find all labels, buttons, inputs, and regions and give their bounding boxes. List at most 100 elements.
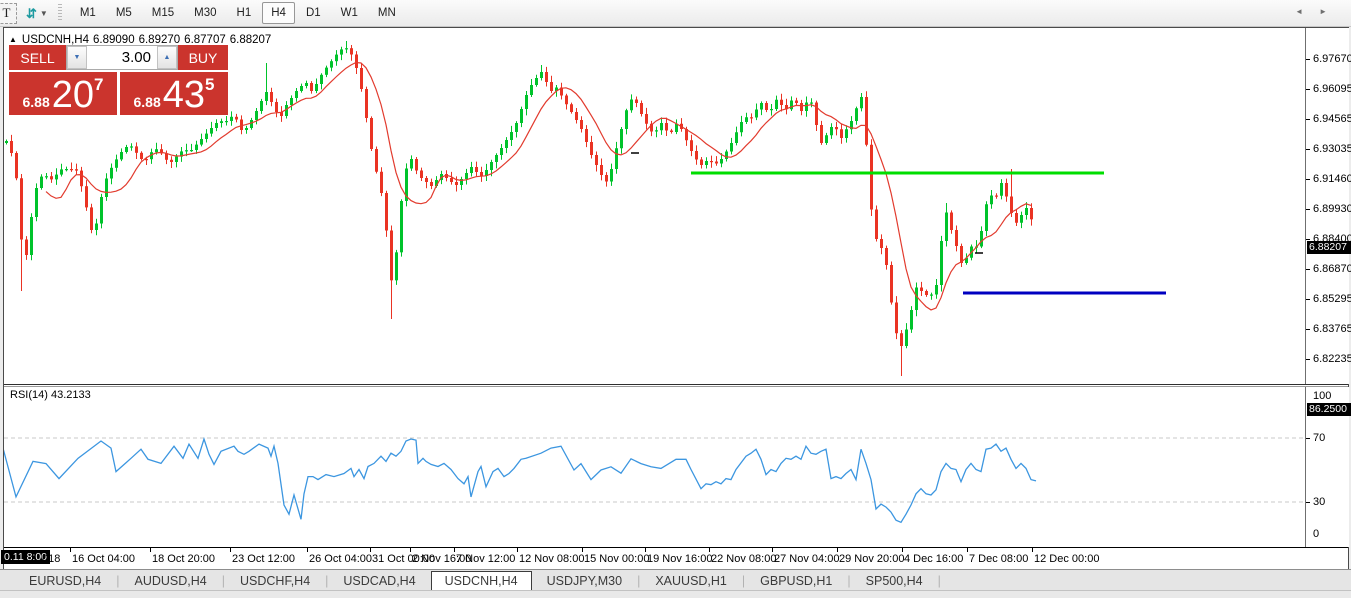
timeframe-button-h1[interactable]: H1 [236,7,252,19]
candle-body [20,178,23,240]
rsi-axis-tick [1306,437,1310,439]
candle-body [950,212,953,230]
candle-body [385,193,388,231]
moving-average-line [45,61,1032,311]
collapse-triangle-icon[interactable]: ▲ [9,35,17,44]
candle-body [910,310,913,330]
candle-body [155,149,158,153]
candle-body [60,169,63,175]
candle-body [80,170,83,187]
candle-body [380,171,383,193]
timeframe-button-d1[interactable]: D1 [305,7,321,19]
price-axis-label: 6.85295 [1313,293,1351,305]
candle-body [395,252,398,281]
volume-decrease-button[interactable]: ▼ [67,46,87,69]
tabs-scroll-right-icon[interactable]: ► [1319,7,1343,16]
candle-body [85,186,88,208]
chevron-down-icon[interactable]: ▼ [39,8,48,18]
rsi-axis[interactable]: 100 70 30 0 86.2500 [1305,387,1351,547]
sell-button[interactable]: SELL [9,45,66,72]
candle-body [215,123,218,128]
chart-tab-usdcnh[interactable]: USDCNH,H4 [430,570,532,591]
buy-quote[interactable]: 6.88 43 5 [120,72,228,115]
text-tool-button[interactable]: T [0,2,17,24]
price-axis-tick [1306,178,1310,180]
candle-body [285,105,288,116]
price-axis-tick [1306,118,1310,120]
candle-body [520,109,523,123]
price-axis-label: 6.89930 [1313,203,1351,215]
tabs-scroll-left-icon[interactable]: ◄ [1295,7,1320,16]
time-axis-tick [517,548,518,552]
timeframe-button-m15[interactable]: M15 [151,7,175,19]
candle-body [905,329,908,346]
buy-quote-sup: 5 [205,75,215,94]
main-price-chart[interactable] [4,28,1304,384]
candle-body [240,119,243,130]
time-axis-label: 18 Oct 20:00 [152,553,215,565]
rsi-axis-tick [1306,501,1310,503]
pane-bottom-border [4,547,1348,548]
time-axis[interactable]: 0.11 8:00 018 16 Oct 04:00 18 Oct 20:00 23… [1,548,1348,570]
candle-body [665,123,668,131]
candle-body [575,112,578,120]
volume-value[interactable]: 3.00 [121,49,151,66]
price-axis-tick [1306,358,1310,360]
candle-body [350,48,353,55]
sell-quote-main: 20 [51,74,95,116]
sell-quote[interactable]: 6.88 20 7 [9,72,117,115]
timeframe-button-h4[interactable]: H4 [262,2,295,24]
time-axis-label: 19 Nov 16:00 [647,553,713,565]
candle-body [205,133,208,139]
price-axis[interactable]: 6.97670 6.96095 6.94565 6.93035 6.91460 6.899… [1305,28,1351,384]
candle-body [270,92,273,102]
chart-tab-xauusd[interactable]: XAUUSD,H1 [655,573,727,588]
candle-body [490,162,493,170]
chart-tab-usdchf[interactable]: USDCHF,H4 [240,573,311,588]
candle-body [480,172,483,176]
candle-body [645,114,648,124]
buy-button[interactable]: BUY [178,45,228,72]
candle-body [730,143,733,152]
candle-body [650,123,653,132]
timeframe-button-m30[interactable]: M30 [194,7,217,19]
candle-body [335,54,338,62]
candle-body [125,147,128,152]
chart-tab-usdjpy[interactable]: USDJPY,M30 [546,573,623,588]
volume-increase-button[interactable]: ▲ [157,46,177,69]
candle-body [190,150,193,152]
time-axis-label: 4 Dec 16:00 [904,553,964,565]
candle-body [980,231,983,247]
time-axis-label: 31 Oct 00:00 [372,553,435,565]
pane-splitter[interactable] [4,384,1348,387]
timeframe-button-mn[interactable]: MN [377,7,396,19]
candle-body [70,169,73,171]
chart-tab-usdcad[interactable]: USDCAD,H4 [343,573,416,588]
time-axis-tick [772,548,773,552]
candle-body [160,149,163,154]
candle-body [365,89,368,118]
arrange-arrows-icon[interactable]: ⇵ [26,5,37,21]
timeframe-toolbar: M1 M5 M15 M30 H1 H4 D1 W1 MN [70,2,406,24]
candle-body [995,195,998,197]
tab-separator: | [637,573,641,588]
candle-body [370,118,373,149]
timeframe-button-m5[interactable]: M5 [115,7,132,19]
price-axis-label: 6.93035 [1313,143,1351,155]
chart-tab-eurusd[interactable]: EURUSD,H4 [29,573,102,588]
chart-tab-gbpusd[interactable]: GBPUSD,H1 [760,573,833,588]
timeframe-button-w1[interactable]: W1 [340,7,358,19]
time-axis-label: 29 Nov 20:00 [839,553,905,565]
candle-body [710,161,713,163]
rsi-indicator-chart[interactable] [4,387,1304,547]
candle-body [540,72,543,78]
tab-separator: | [741,573,746,588]
candle-body [885,248,888,265]
candle-body [455,182,458,185]
timeframe-button-m1[interactable]: M1 [79,7,96,19]
candle-body [605,175,608,182]
chart-tab-sp500[interactable]: SP500,H4 [865,573,923,588]
candle-body [955,230,958,246]
chart-tab-audusd[interactable]: AUDUSD,H4 [134,573,207,588]
candle-body [400,201,403,253]
